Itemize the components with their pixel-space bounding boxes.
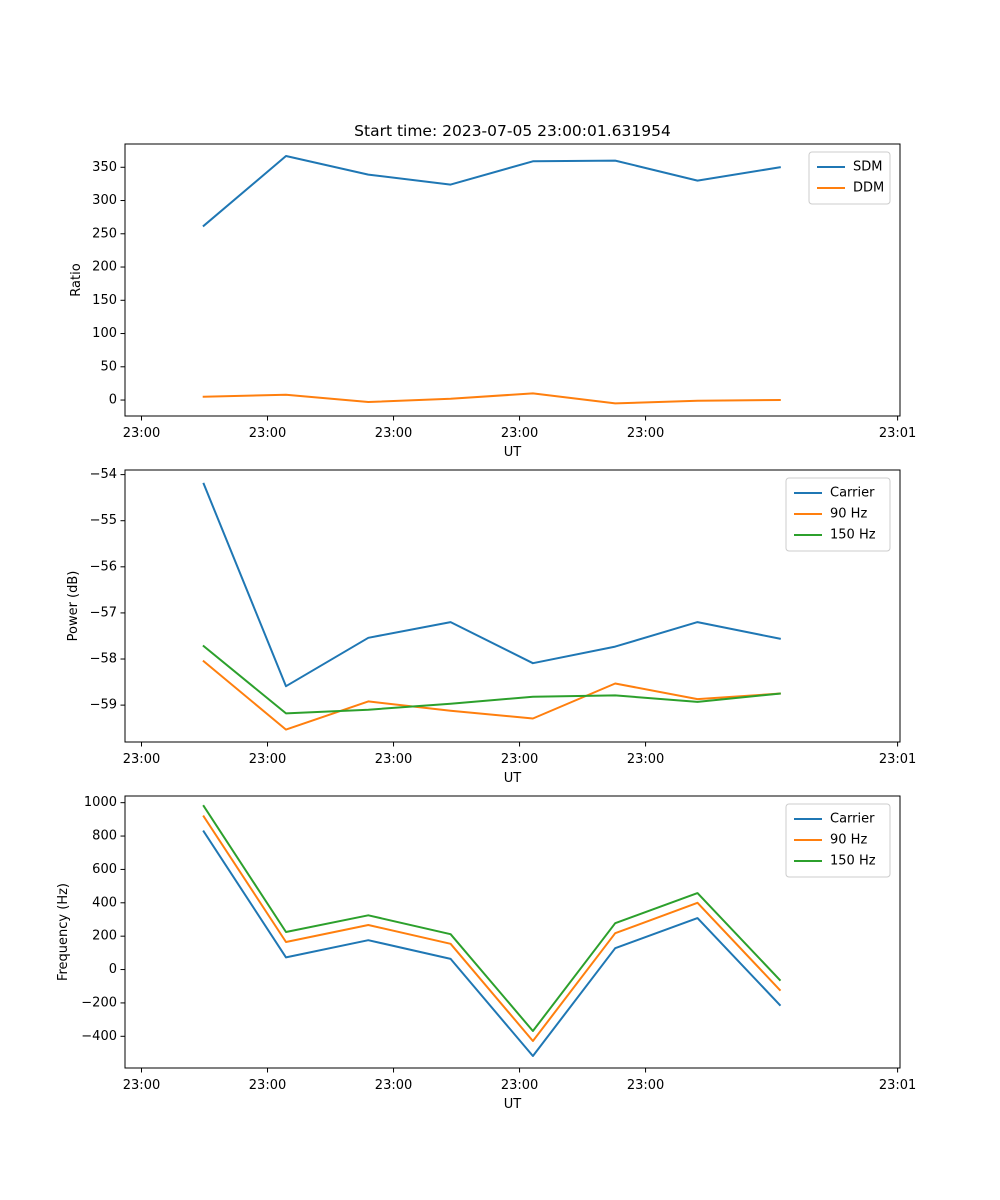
y-tick-label: 0: [109, 962, 117, 977]
legend-box: [808, 151, 891, 205]
y-tick-label: −56: [90, 559, 117, 574]
legend-box: [785, 477, 891, 552]
chart-panel-2: −59 −58 −57 −56 −55 −54 23:00 23:00 23:00 23:00 23…: [66, 467, 916, 786]
x-tick-label: 23:00: [249, 426, 286, 441]
series-line-carrier: [202, 830, 782, 1057]
y-tick-label: 300: [92, 193, 117, 208]
y-tick-label: 150: [92, 293, 117, 308]
y-tick-label: 0: [109, 393, 117, 408]
legend: Carrier 90 Hz 150 Hz: [785, 803, 891, 878]
legend: SDM DDM: [808, 151, 891, 205]
y-tick-label: −58: [90, 652, 117, 667]
x-tick-label: 23:00: [123, 752, 160, 767]
series-line-150-hz: [202, 804, 782, 1032]
x-tick-label: 23:01: [879, 1078, 916, 1093]
series-line-90-hz: [202, 659, 781, 731]
x-axis-label: UT: [504, 771, 522, 786]
legend-label: Carrier: [830, 812, 875, 827]
x-tick-label: 23:00: [627, 426, 664, 441]
legend-label: 150 Hz: [830, 528, 876, 543]
legend-label: SDM: [853, 160, 882, 175]
x-tick-label: 23:00: [123, 426, 160, 441]
legend-label: Carrier: [830, 486, 875, 501]
x-tick-label: 23:00: [501, 426, 538, 441]
legend-label: 90 Hz: [830, 507, 867, 522]
x-tick-label: 23:00: [627, 752, 664, 767]
y-tick-label: 350: [92, 160, 117, 175]
x-tick-label: 23:01: [879, 426, 916, 441]
y-tick-label: 800: [92, 829, 117, 844]
y-tick-label: 100: [92, 326, 117, 341]
y-tick-label: 250: [92, 226, 117, 241]
x-tick-label: 23:00: [627, 1078, 664, 1093]
series-line-sdm: [202, 155, 781, 228]
legend-label: 90 Hz: [830, 833, 867, 848]
y-axis-label: Ratio: [69, 263, 84, 296]
y-tick-label: 600: [92, 862, 117, 877]
x-tick-label: 23:00: [501, 1078, 538, 1093]
y-tick-label: 200: [92, 929, 117, 944]
chart-title: Start time: 2023-07-05 23:00:01.631954: [354, 122, 671, 140]
x-tick-label: 23:00: [375, 1078, 412, 1093]
x-tick-label: 23:00: [501, 752, 538, 767]
series-line-carrier: [202, 482, 781, 688]
x-axis-label: UT: [504, 1097, 522, 1112]
y-tick-label: −54: [90, 467, 117, 482]
legend: Carrier 90 Hz 150 Hz: [785, 477, 891, 552]
x-tick-label: 23:00: [249, 1078, 286, 1093]
series-line-90-hz: [202, 815, 782, 1042]
y-tick-label: −57: [90, 605, 117, 620]
axes-frame: [124, 143, 901, 417]
legend-label: DDM: [853, 181, 884, 196]
chart-panel-3: −400 −200 0 200 400 600 800 1000 23:00 23:00 23:00…: [56, 795, 916, 1112]
x-tick-label: 23:00: [375, 752, 412, 767]
y-tick-label: −200: [81, 995, 117, 1010]
y-tick-label: 50: [100, 359, 117, 374]
y-tick-label: −55: [90, 513, 117, 528]
legend-box: [785, 803, 891, 878]
series-line-150-hz: [202, 644, 781, 715]
y-tick-label: 200: [92, 260, 117, 275]
chart-panel-1: 0 50 100 150 200 250 300 350 23:00 23:00 23:00 23:0…: [69, 122, 916, 460]
y-tick-label: −400: [81, 1029, 117, 1044]
y-axis-label: Power (dB): [66, 571, 81, 642]
legend-label: 150 Hz: [830, 854, 876, 869]
y-tick-label: 1000: [84, 795, 117, 810]
x-tick-label: 23:00: [123, 1078, 160, 1093]
axes-frame: [124, 795, 901, 1069]
y-tick-label: −59: [90, 698, 117, 713]
series-line-ddm: [202, 392, 781, 405]
x-tick-label: 23:01: [879, 752, 916, 767]
y-tick-label: 400: [92, 895, 117, 910]
x-tick-label: 23:00: [375, 426, 412, 441]
x-tick-label: 23:00: [249, 752, 286, 767]
y-axis-label: Frequency (Hz): [56, 883, 71, 981]
x-axis-label: UT: [504, 445, 522, 460]
axes-frame: [124, 469, 901, 743]
